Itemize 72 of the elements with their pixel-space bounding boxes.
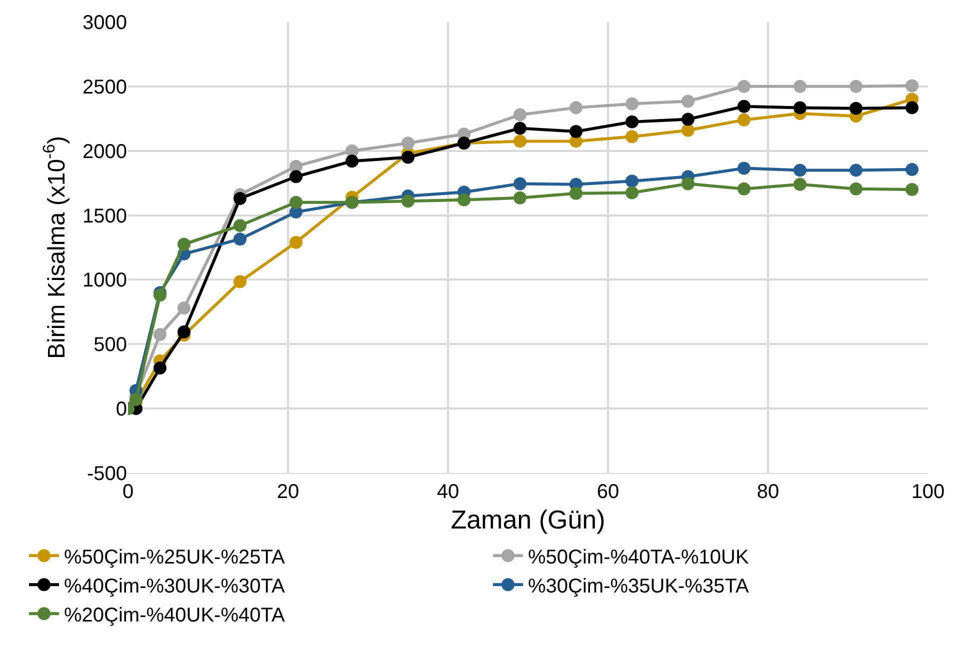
point [738, 100, 750, 113]
y-tick-label: -500 [86, 463, 127, 485]
x-tick-label: 100 [911, 481, 945, 503]
point [626, 186, 638, 200]
point [850, 80, 862, 93]
x-tick-label: 20 [276, 481, 300, 503]
legend-label: %30Çim-%35UK-%35TA [528, 575, 750, 598]
point [130, 393, 142, 406]
point [850, 182, 862, 196]
point [570, 186, 582, 200]
point [682, 112, 694, 126]
point [794, 80, 806, 93]
point [850, 102, 862, 115]
point [906, 101, 918, 114]
legend-label: %50Çim-%25UK-%25TA [64, 546, 286, 568]
point [234, 219, 246, 232]
point [906, 183, 918, 196]
point [290, 196, 302, 209]
y-tick-label: 2500 [82, 76, 127, 98]
point [738, 162, 750, 175]
legend-label: %50Çim-%40TA-%10UK [528, 546, 750, 568]
point [570, 125, 582, 138]
point [154, 288, 166, 302]
point [682, 177, 694, 190]
point [626, 115, 638, 128]
legend-label: %20Çim-%40UK-%40TA [64, 604, 286, 626]
y-tick-label: 0 [116, 398, 127, 421]
point [514, 108, 526, 122]
point [234, 192, 246, 206]
point [346, 154, 358, 168]
point [178, 325, 190, 338]
point [234, 232, 246, 246]
point [626, 97, 638, 110]
point [794, 164, 806, 177]
point [154, 328, 166, 341]
x-tick-label: 80 [756, 481, 780, 503]
point [514, 134, 526, 148]
y-tick-label: 1500 [82, 205, 127, 228]
x-tick-label: 60 [596, 481, 620, 503]
point [626, 174, 638, 188]
point [514, 191, 526, 204]
point [682, 124, 694, 137]
point [290, 236, 302, 249]
point [178, 238, 190, 251]
point [514, 122, 526, 135]
point [738, 113, 750, 126]
x-tick-label: 40 [436, 481, 460, 503]
point [682, 94, 694, 108]
point [794, 178, 806, 191]
y-tick-label: 2000 [82, 140, 127, 163]
point [570, 101, 582, 114]
point [290, 170, 302, 184]
y-tick-label: 3000 [82, 12, 127, 34]
point [906, 163, 918, 176]
point [514, 177, 526, 190]
point [906, 79, 918, 92]
y-tick-label: 500 [94, 334, 127, 356]
point [738, 80, 750, 93]
point [402, 194, 414, 208]
point [402, 150, 414, 164]
point [154, 361, 166, 374]
point [458, 193, 470, 206]
y-tick-label: 1000 [82, 270, 127, 292]
point [402, 136, 414, 150]
point [738, 182, 750, 196]
point [850, 164, 862, 177]
legend-label: %40Çim-%30UK-%30TA [64, 575, 286, 598]
point [178, 302, 190, 315]
x-axis-title: Zaman (Gün) [450, 504, 606, 535]
point [626, 130, 638, 144]
point [794, 101, 806, 114]
point [234, 275, 246, 288]
